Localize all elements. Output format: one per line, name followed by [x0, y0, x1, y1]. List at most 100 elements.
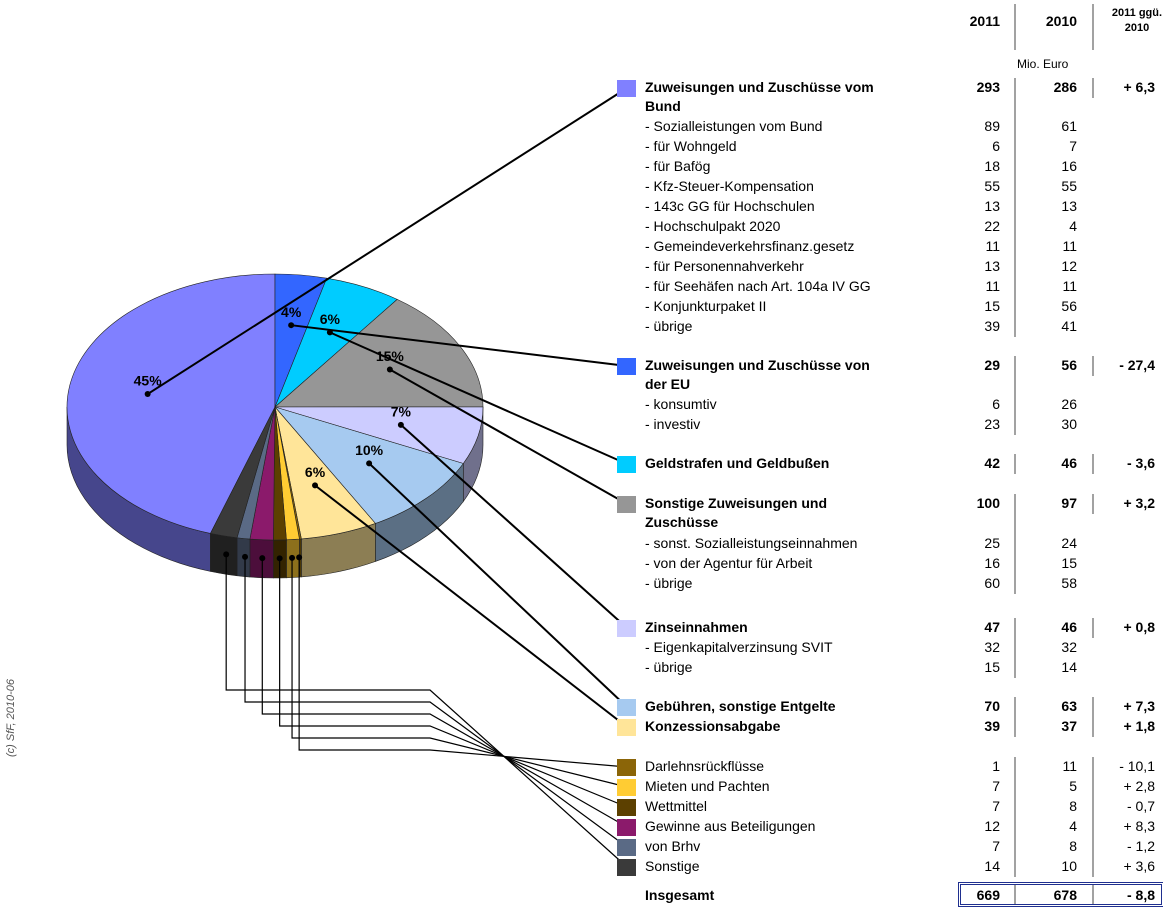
group-value: 47	[984, 619, 1000, 635]
group-value: - 0,7	[1126, 798, 1155, 814]
leader-dot	[288, 322, 295, 329]
row-value: 39	[984, 318, 1000, 334]
row-label: - Hochschulpakt 2020	[645, 218, 781, 234]
row-value: 11	[985, 238, 1000, 254]
leader-dot	[242, 553, 249, 560]
leader-dot	[296, 554, 303, 561]
pie-slice	[66, 273, 276, 534]
leader-line	[244, 556, 628, 848]
total-value: 678	[1053, 887, 1077, 903]
group-value: + 2,8	[1123, 778, 1155, 794]
group-value: - 10,1	[1119, 758, 1155, 774]
row-label: - Gemeindeverkehrsfinanz.gesetz	[645, 238, 855, 254]
leader-line	[291, 324, 628, 367]
group-value: 46	[1061, 455, 1077, 471]
group-value: 39	[984, 718, 1000, 734]
row-value: 55	[984, 178, 1000, 194]
legend-swatch	[617, 819, 636, 836]
slice-label: 45%	[134, 373, 163, 389]
group-value: 1	[992, 758, 1000, 774]
legend-swatch	[617, 839, 636, 856]
group-value: 42	[984, 455, 1000, 471]
pie-slice	[209, 406, 276, 539]
leader-line	[329, 331, 628, 465]
row-value: 16	[1061, 158, 1077, 174]
slice-label: 4%	[281, 304, 302, 320]
group-label: Darlehnsrückflüsse	[645, 758, 765, 774]
group-label: Sonstige Zuweisungen und Zuschüsse	[645, 495, 827, 530]
leader-dot	[386, 366, 393, 373]
row-label: - Konjunkturpaket II	[645, 298, 767, 314]
leader-dot	[326, 329, 333, 336]
slice-label: 6%	[320, 311, 341, 327]
group-label: Zinseinnahmen	[645, 619, 748, 635]
legend-swatch	[617, 496, 636, 513]
row-value: 13	[1061, 198, 1077, 214]
total-value: 669	[976, 887, 1000, 903]
leader-line	[400, 424, 628, 629]
legend-swatch	[617, 358, 636, 375]
group-value: 7	[992, 838, 1000, 854]
row-label: - konsumtiv	[645, 396, 717, 412]
group-value: 7	[992, 798, 1000, 814]
group-value: + 0,8	[1123, 619, 1155, 635]
row-label: - übrige	[645, 575, 693, 591]
row-label: - für Wohngeld	[645, 138, 737, 154]
leader-dot	[223, 551, 230, 558]
column-header: 2011	[969, 13, 1000, 29]
row-label: - übrige	[645, 659, 693, 675]
group-label: Konzessionsabgabe	[645, 718, 781, 734]
row-label: - für Seehäfen nach Art. 104a IV GG	[645, 278, 871, 294]
group-value: 46	[1061, 619, 1077, 635]
leader-line	[291, 557, 628, 788]
group-value: 14	[984, 858, 1000, 874]
group-label: Gebühren, sonstige Entgelte	[645, 698, 836, 714]
leader-line	[147, 87, 628, 395]
leader-line	[225, 554, 628, 868]
leader-line	[279, 558, 628, 808]
leader-dot	[366, 460, 373, 467]
row-value: 55	[1061, 178, 1077, 194]
row-value: 14	[1061, 659, 1077, 675]
slice-label: 6%	[305, 464, 326, 480]
legend-swatch	[617, 699, 636, 716]
leader-line	[314, 484, 628, 728]
total-label: Insgesamt	[645, 887, 715, 903]
row-value: 12	[1061, 258, 1077, 274]
group-label: Gewinne aus Beteiligungen	[645, 818, 816, 834]
group-label: Zuweisungen und Zuschüsse von der EU	[645, 357, 870, 392]
row-label: - investiv	[645, 416, 701, 432]
group-label: Geldstrafen und Geldbußen	[645, 455, 830, 471]
group-value: + 3,6	[1123, 858, 1155, 874]
group-value: 8	[1069, 798, 1077, 814]
slice-label: 10%	[355, 442, 384, 458]
group-value: - 3,6	[1126, 455, 1155, 471]
row-value: 25	[984, 535, 1000, 551]
row-value: 56	[1061, 298, 1077, 314]
row-value: 30	[1061, 416, 1077, 432]
group-value: 4	[1069, 818, 1077, 834]
slice-label: 15%	[376, 348, 405, 364]
row-value: 15	[984, 298, 1000, 314]
leader-dot	[259, 555, 266, 562]
row-label: - 143c GG für Hochschulen	[645, 198, 815, 214]
legend-swatch	[617, 779, 636, 796]
row-value: 24	[1061, 535, 1077, 551]
group-value: 5	[1069, 778, 1077, 794]
group-value: 70	[984, 698, 1000, 714]
credit: (c) SfF, 2010-06	[5, 678, 18, 758]
group-value: 37	[1061, 718, 1077, 734]
slice-label: 7%	[391, 404, 412, 420]
row-value: 7	[1069, 138, 1077, 154]
group-value: + 6,3	[1123, 79, 1155, 95]
row-value: 89	[984, 118, 1000, 134]
group-label: Sonstige	[645, 858, 700, 874]
leader-dot	[276, 555, 283, 562]
leader-line	[389, 368, 628, 505]
legend-swatch	[617, 799, 636, 816]
leader-dot	[397, 421, 404, 428]
unit-label: Mio. Euro	[1017, 57, 1069, 71]
row-label: - übrige	[645, 318, 693, 334]
